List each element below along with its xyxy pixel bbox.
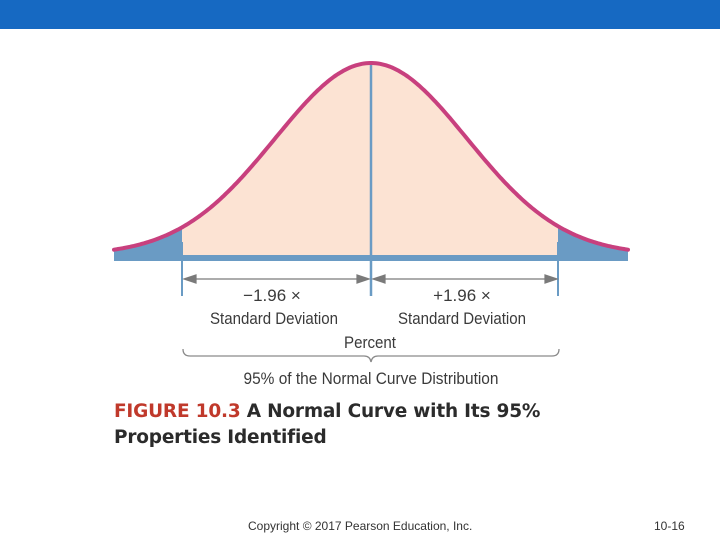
right-sd-multiplier: +1.96 × (433, 286, 491, 305)
figure-number: FIGURE 10.3 (114, 401, 241, 422)
figure-title: A Normal Curve with Its 95% Properties I… (114, 401, 541, 448)
left-sd-label: Standard Deviation (210, 309, 338, 328)
percent-label: Percent (344, 333, 396, 352)
left-sd-multiplier: −1.96 × (243, 286, 301, 305)
brace-label: 95% of the Normal Curve Distribution (244, 369, 499, 388)
right-sd-label: Standard Deviation (398, 309, 526, 328)
header-bar (0, 0, 720, 29)
bell-curve-outline (112, 61, 630, 252)
copyright-notice: Copyright © 2017 Pearson Education, Inc. (248, 519, 473, 533)
slide-page-number: 10-16 (654, 519, 685, 533)
figure-caption: FIGURE 10.3 A Normal Curve with Its 95% … (114, 399, 574, 451)
left-arrow-head-right (356, 274, 371, 284)
right-arrow-head-right (544, 274, 559, 284)
left-arrow-head-left (182, 274, 197, 284)
range-brace (182, 348, 560, 363)
right-arrow-head-left (371, 274, 386, 284)
